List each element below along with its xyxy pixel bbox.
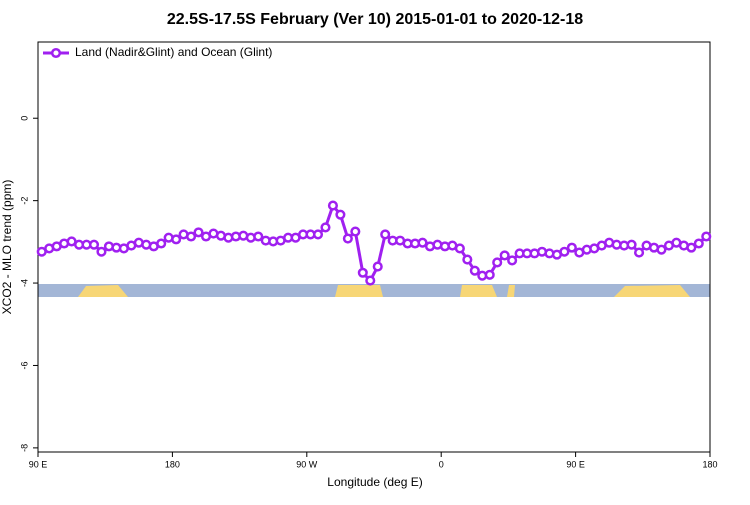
series-marker [357,267,368,278]
series-marker [312,229,324,240]
series-marker [492,257,503,268]
chart-title: 22.5S-17.5S February (Ver 10) 2015-01-01… [167,11,583,28]
series-marker [365,275,376,286]
x-tick-label: 90 E [566,459,585,469]
series-marker [193,227,204,238]
x-tick-label: 0 [439,459,444,469]
x-tick-label: 90 E [29,459,48,469]
series-marker [327,200,338,211]
series-marker [171,234,182,245]
y-tick-label: -8 [19,444,29,452]
series-marker [417,237,428,248]
series-marker [186,231,197,242]
series-marker [626,239,637,250]
series-marker [469,265,480,276]
y-tick-label: -2 [19,197,29,205]
y-tick-label: -6 [19,361,29,369]
series-marker [701,231,712,242]
series-marker [499,250,510,261]
legend-marker [50,47,62,59]
series-marker [559,246,570,257]
series-marker [156,238,167,249]
series-marker [88,239,100,250]
series-marker [693,238,704,249]
x-tick-label: 180 [165,459,180,469]
x-tick-label: 90 W [296,459,318,469]
legend-label: Land (Nadir&Glint) and Ocean (Glint) [75,45,272,59]
plot-frame [37,41,711,453]
series-marker [656,244,667,255]
series-marker [484,269,495,280]
x-tick-label: 180 [702,459,717,469]
series-marker [96,246,107,257]
y-tick-label: -4 [19,279,29,287]
series-marker [686,242,697,253]
series-marker [566,242,577,253]
series-marker [462,254,473,265]
series-marker [335,209,346,220]
land-ocean-strip [38,284,710,297]
series-marker [350,226,361,237]
series-marker [634,247,645,258]
y-axis-label: XCO2 - MLO trend (ppm) [0,180,14,315]
series-marker [320,222,331,233]
series-marker [342,233,353,244]
series-marker [380,229,391,240]
y-tick-label: 0 [19,116,29,121]
series-marker [454,243,465,254]
series-marker [372,261,383,272]
x-axis-label: Longitude (deg E) [327,475,422,489]
series-marker [507,255,518,266]
series-marker [253,231,264,242]
